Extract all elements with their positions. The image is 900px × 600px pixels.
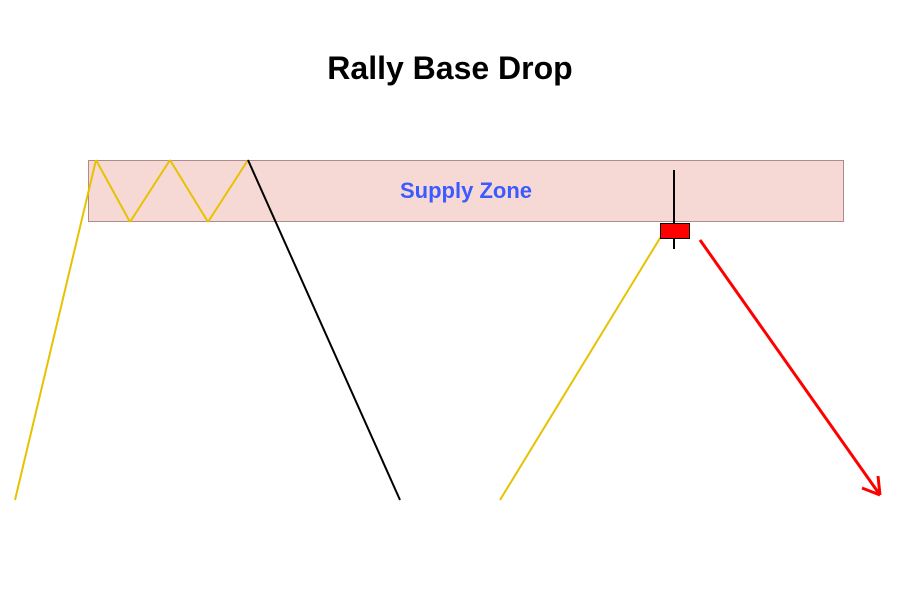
rally-line-1 — [15, 160, 96, 500]
supply-zone-label: Supply Zone — [88, 178, 844, 204]
drop-arrow-head — [862, 476, 880, 495]
diagram-lines — [0, 0, 900, 600]
drop-arrow-line — [700, 240, 880, 495]
rally-line-2 — [500, 225, 668, 500]
candle-body — [660, 223, 690, 239]
diagram-title: Rally Base Drop — [0, 50, 900, 87]
